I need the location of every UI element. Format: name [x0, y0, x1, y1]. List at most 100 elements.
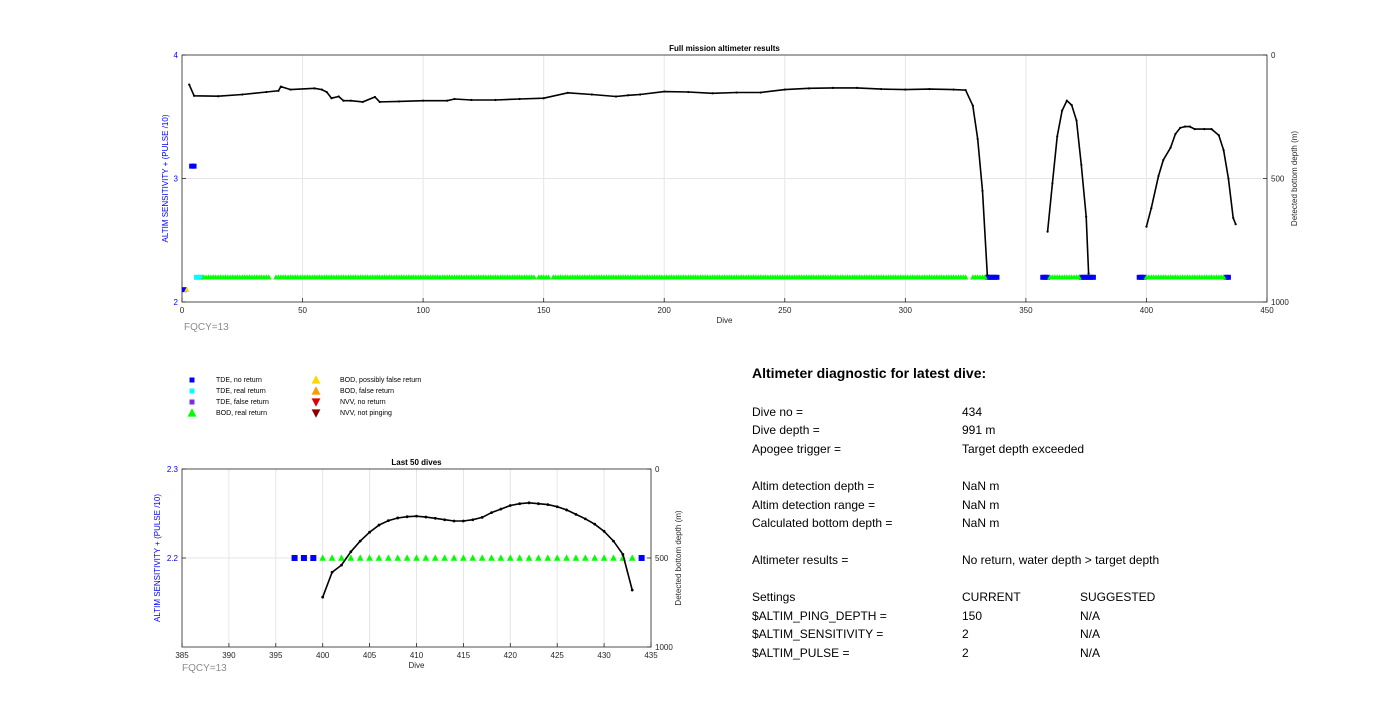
bottom-depth-point	[397, 100, 401, 103]
setting-row: $ALTIM_PING_DEPTH = 150 N/A	[752, 609, 1372, 625]
bottom-depth-point	[396, 516, 400, 520]
legend-label: NVV, no return	[340, 398, 386, 406]
bottom-depth-point	[337, 95, 340, 98]
bottom-depth-point	[1046, 230, 1049, 233]
detection-range-value: NaN m	[962, 498, 1000, 512]
legend-label: BOD, possibly false return	[340, 376, 422, 384]
bottom-depth-point	[424, 515, 428, 519]
status-square-marker	[638, 555, 645, 561]
bottom-depth-point	[630, 588, 634, 592]
y2-tick-label: 0	[1271, 51, 1276, 60]
bottom-depth-point	[192, 94, 196, 97]
setting-current: 2	[962, 627, 969, 641]
detection-range-row: Altim detection range = NaN m	[752, 498, 1372, 514]
status-triangle-marker	[572, 554, 580, 561]
legend-marker-7	[310, 408, 322, 418]
bottom-depth-point	[1179, 126, 1182, 129]
apogee-row: Apogee trigger = Target depth exceeded	[752, 442, 1372, 458]
legend-marker-0	[186, 375, 198, 385]
bottom-depth-point	[405, 515, 409, 519]
x-tick-label: 430	[597, 651, 611, 660]
bottom-depth-point	[188, 83, 191, 86]
x-tick-label: 50	[298, 306, 307, 315]
x-tick-label: 410	[410, 651, 424, 660]
status-triangle-marker	[1220, 274, 1227, 280]
diagnostic-panel: Altimeter diagnostic for latest dive: Di…	[752, 365, 1372, 665]
legend-marker-shape	[189, 377, 195, 383]
bottom-depth-point	[1087, 272, 1090, 275]
bottom-depth-point	[986, 273, 989, 276]
setting-row: $ALTIM_PULSE = 2 N/A	[752, 646, 1372, 662]
bottom-depth-point	[1193, 128, 1196, 131]
bottom-depth-point	[711, 92, 714, 95]
fqcy-annotation-top: FQCY=13	[184, 322, 229, 333]
y2-tick-label: 500	[1271, 175, 1285, 184]
bottom-depth-point	[952, 88, 955, 91]
bottom-depth-point	[330, 570, 334, 574]
bottom-depth-point	[880, 87, 883, 91]
x-tick-label: 200	[658, 306, 672, 315]
bottom-depth-point	[612, 539, 615, 543]
suggested-header: SUGGESTED	[1080, 590, 1156, 604]
results-row: Altimeter results = No return, water dep…	[752, 553, 1372, 569]
status-triangle-marker	[469, 554, 477, 561]
bottom-depth-point	[621, 553, 625, 556]
bottom-depth-point	[446, 99, 449, 102]
legend-item: NVV, no return	[310, 397, 386, 407]
legend-item: TDE, no return	[186, 375, 262, 385]
detection-depth-label: Altim detection depth =	[752, 479, 875, 493]
setting-name: $ALTIM_PING_DEPTH =	[752, 609, 887, 623]
bottom-depth-point	[321, 595, 325, 599]
bottom-depth-point	[807, 87, 810, 90]
status-triangle-marker	[488, 554, 495, 561]
bottom-depth-point	[217, 95, 220, 98]
status-square-marker	[994, 274, 1000, 280]
setting-suggested: N/A	[1080, 646, 1101, 660]
bottom-depth-point	[433, 516, 437, 520]
status-triangle-marker	[563, 554, 570, 561]
bottom-depth-point	[277, 89, 280, 92]
bottom-depth-point	[904, 88, 907, 91]
status-triangle-marker	[962, 274, 969, 280]
setting-name: $ALTIM_PULSE =	[752, 646, 850, 660]
status-triangle-marker	[545, 274, 552, 280]
x-tick-label: 425	[551, 651, 565, 660]
status-triangle-marker	[1076, 274, 1082, 280]
legend-label: BOD, real return	[216, 409, 267, 417]
results-label: Altimeter results =	[752, 553, 849, 567]
legend-marker-shape	[189, 388, 195, 394]
bottom-depth-point	[555, 505, 559, 509]
results-value: No return, water depth > target depth	[962, 553, 1160, 567]
bottom-depth-point	[1065, 99, 1068, 102]
bottom-depth-point	[856, 86, 859, 89]
bottom-depth-point	[422, 99, 425, 102]
dive-depth-label: Dive depth =	[752, 423, 820, 437]
status-square-marker	[191, 163, 197, 169]
legend-marker-svg	[189, 388, 195, 394]
bottom-depth-point	[279, 85, 282, 88]
bottom-depth-point	[508, 504, 512, 507]
legend-marker-svg	[187, 408, 197, 417]
status-triangle-marker	[319, 554, 326, 561]
setting-suggested: N/A	[1080, 609, 1101, 623]
bottom-depth-point	[602, 529, 606, 533]
x-tick-label: 405	[363, 651, 377, 660]
status-triangle-marker	[450, 554, 458, 561]
x-tick-label: 390	[222, 651, 236, 660]
status-square-marker	[198, 274, 204, 280]
bottom-depth-point	[1051, 182, 1054, 185]
bottom-depth-line	[321, 501, 633, 598]
bottom-depth-point	[361, 100, 364, 104]
bottom-depth-point	[639, 93, 642, 96]
x-tick-label: 385	[175, 651, 189, 660]
bottom-depth-point	[313, 87, 316, 90]
detection-depth-value: NaN m	[962, 479, 1000, 493]
status-triangle-marker	[441, 554, 448, 561]
legend-label: TDE, no return	[216, 376, 262, 384]
bottom-depth-point	[1217, 134, 1220, 137]
bottom-depth-point	[735, 91, 738, 94]
bottom-depth-point	[320, 88, 323, 91]
setting-row: $ALTIM_SENSITIVITY = 2 N/A	[752, 627, 1372, 643]
status-triangle-marker	[982, 274, 988, 280]
